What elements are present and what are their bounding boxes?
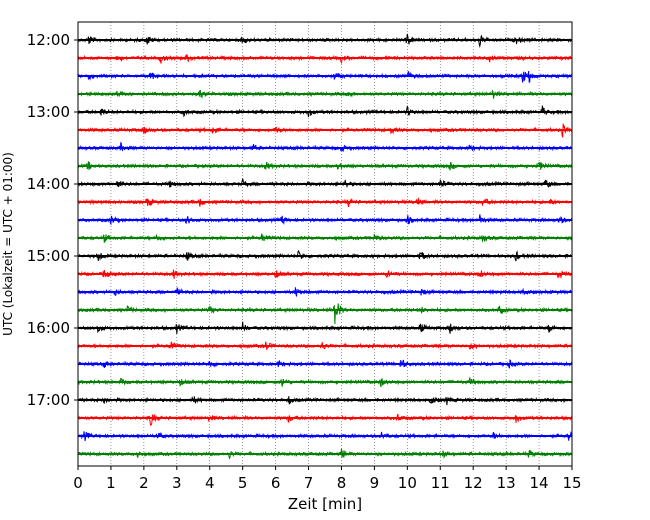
trace-signal	[77, 54, 573, 65]
trace-signal	[77, 233, 573, 243]
trace-signal	[77, 448, 573, 460]
x-tick-label: 4	[205, 474, 215, 492]
trace-signal	[77, 178, 573, 189]
trace-row	[77, 178, 573, 189]
trace-signal	[77, 214, 573, 226]
trace-signal	[78, 359, 573, 369]
trace-signal	[77, 141, 573, 152]
trace-row	[77, 33, 573, 49]
trace-row	[77, 89, 573, 99]
trace-row	[77, 303, 573, 324]
trace-row	[77, 123, 573, 138]
y-tick-label: 15:00	[27, 247, 70, 265]
y-tick-label: 14:00	[27, 175, 70, 193]
trace-row	[77, 431, 573, 442]
y-tick-label: 17:00	[27, 391, 70, 409]
trace-row	[77, 269, 572, 280]
trace-row	[77, 70, 573, 83]
trace-signal	[77, 321, 573, 334]
trace-signal	[77, 413, 573, 426]
trace-signal	[77, 161, 573, 171]
trace-signal	[77, 123, 573, 138]
trace-row	[78, 359, 573, 369]
x-tick-label: 2	[139, 474, 149, 492]
x-tick-label: 11	[431, 474, 450, 492]
trace-signal	[77, 105, 573, 118]
x-tick-label: 13	[497, 474, 516, 492]
x-tick-label: 12	[464, 474, 483, 492]
trace-signal	[77, 431, 573, 442]
seismic-traces	[77, 33, 573, 460]
trace-signal	[77, 269, 572, 280]
x-tick-label: 10	[398, 474, 417, 492]
y-axis-ticks: 12:00 13:00 14:00 15:00 16:00 17:00	[27, 31, 78, 409]
trace-signal	[77, 377, 573, 388]
x-tick-label: 3	[172, 474, 182, 492]
plot-frame	[77, 21, 573, 467]
trace-row	[77, 250, 573, 262]
trace-row	[77, 141, 573, 152]
x-tick-label: 8	[337, 474, 347, 492]
x-tick-label: 9	[370, 474, 380, 492]
trace-row	[77, 105, 573, 118]
trace-signal	[77, 70, 573, 83]
trace-signal	[77, 250, 573, 262]
trace-signal	[77, 303, 573, 324]
x-tick-label: 5	[238, 474, 248, 492]
trace-row	[77, 233, 573, 243]
trace-signal	[77, 341, 573, 350]
trace-row	[77, 396, 572, 406]
y-tick-label: 12:00	[27, 31, 70, 49]
trace-row	[77, 161, 573, 171]
trace-row	[77, 341, 573, 350]
trace-signal	[77, 33, 573, 49]
trace-signal	[77, 396, 572, 406]
y-axis-label: UTC (Lokalzeit = UTC + 01:00)	[1, 152, 15, 336]
x-tick-label: 14	[530, 474, 549, 492]
x-axis-label: Zeit [min]	[288, 495, 362, 513]
trace-signal	[77, 197, 573, 208]
x-tick-label: 7	[304, 474, 314, 492]
trace-row	[77, 377, 573, 388]
y-tick-label: 13:00	[27, 103, 70, 121]
trace-row	[77, 197, 573, 208]
trace-row	[77, 214, 573, 226]
trace-signal	[77, 287, 573, 297]
trace-signal	[77, 89, 573, 99]
x-tick-label: 6	[271, 474, 281, 492]
x-tick-label: 1	[106, 474, 116, 492]
trace-row	[77, 448, 573, 460]
trace-row	[77, 321, 573, 334]
trace-row	[77, 287, 573, 297]
y-tick-label: 16:00	[27, 319, 70, 337]
x-axis-ticks: 0 1 2 3 4 5 6 7 8 9 10 11 12 13 14 15	[73, 466, 582, 492]
x-tick-label: 15	[562, 474, 581, 492]
x-tick-label: 0	[73, 474, 83, 492]
trace-row	[77, 413, 573, 426]
trace-row	[77, 54, 573, 65]
